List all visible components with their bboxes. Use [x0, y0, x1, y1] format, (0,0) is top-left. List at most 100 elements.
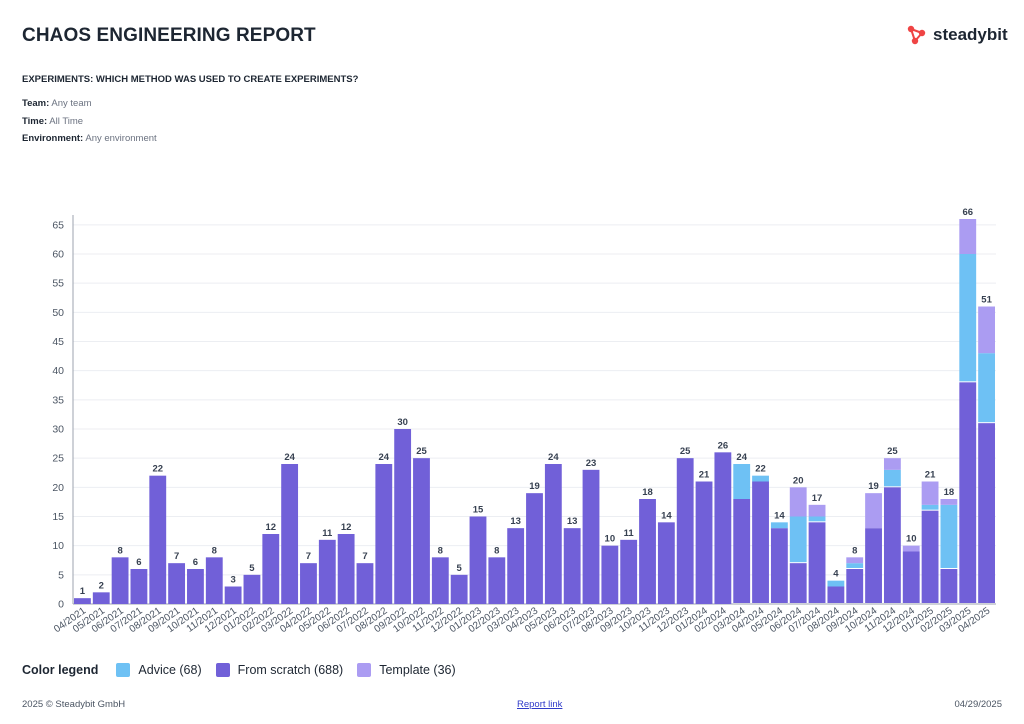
y-tick-label: 15	[52, 511, 64, 523]
bar-total-label: 2	[99, 580, 104, 591]
bar-scratch	[789, 563, 807, 603]
bar-advice	[883, 469, 901, 487]
bar-scratch	[714, 452, 732, 604]
bar-scratch	[413, 458, 430, 604]
bar-total-label: 8	[212, 545, 217, 556]
bar-total-label: 21	[925, 470, 936, 481]
bar-total-label: 26	[718, 440, 729, 451]
legend-swatch-from-scratch	[215, 663, 230, 677]
filter-environment-value: Any environment	[85, 133, 157, 144]
bar-scratch	[356, 563, 374, 604]
bar-template	[959, 219, 977, 254]
bar-scratch	[921, 510, 939, 603]
y-tick-label: 5	[58, 569, 64, 581]
bar-scratch	[281, 464, 299, 604]
filter-team: Team: Any team	[22, 98, 92, 109]
bar-total-label: 24	[379, 452, 390, 463]
bar-total-label: 25	[416, 446, 427, 457]
bar-template	[940, 499, 958, 505]
legend-item-from-scratch: From scratch (688)	[215, 663, 344, 677]
bar-scratch	[978, 423, 995, 603]
bar-total-label: 19	[868, 481, 879, 492]
bar-scratch	[770, 528, 788, 603]
bar-scratch	[168, 563, 186, 604]
bar-advice	[808, 516, 826, 522]
bar-total-label: 6	[193, 557, 198, 568]
bar-advice	[940, 504, 958, 568]
y-tick-label: 60	[52, 249, 64, 261]
footer-date: 04/29/2025	[954, 699, 1002, 710]
bar-advice	[789, 516, 807, 563]
report-title: CHAOS ENGINEERING REPORT	[22, 25, 316, 46]
bar-total-label: 25	[887, 446, 898, 457]
footer-copyright: 2025 © Steadybit GmbH	[22, 699, 126, 710]
y-tick-label: 0	[58, 599, 64, 611]
bar-scratch	[733, 499, 751, 603]
filter-team-value: Any team	[51, 98, 92, 109]
bar-scratch	[111, 557, 129, 604]
bar-template	[978, 306, 995, 354]
bar-total-label: 11	[624, 528, 635, 539]
bar-total-label: 14	[661, 510, 672, 521]
bar-total-label: 18	[944, 487, 955, 498]
bar-advice	[959, 254, 977, 382]
bar-template	[883, 458, 901, 470]
bar-scratch	[375, 464, 393, 604]
legend-item-advice: Advice (68)	[116, 663, 202, 677]
bar-total-label: 7	[306, 551, 311, 562]
bar-total-label: 24	[284, 452, 295, 463]
chart-subtitle: EXPERIMENTS: WHICH METHOD WAS USED TO CR…	[22, 74, 359, 85]
bar-total-label: 15	[473, 505, 484, 516]
legend-swatch-template	[357, 663, 372, 677]
bar-scratch	[582, 469, 600, 604]
bar-advice	[978, 353, 995, 423]
filter-time-value: All Time	[49, 116, 84, 127]
bar-scratch	[601, 545, 619, 604]
steadybit-logo-icon	[907, 25, 926, 45]
bar-scratch	[639, 499, 656, 604]
filter-environment-label: Environment:	[22, 133, 84, 144]
bar-total-label: 22	[755, 464, 766, 475]
bar-scratch	[544, 464, 562, 604]
bar-scratch	[74, 598, 91, 604]
bar-total-label: 30	[397, 417, 408, 428]
bar-advice	[827, 580, 845, 587]
bar-scratch	[846, 569, 864, 603]
bar-advice	[770, 522, 788, 529]
bar-total-label: 8	[494, 545, 499, 556]
report-link[interactable]: Report link	[517, 699, 563, 710]
bar-total-label: 11	[322, 528, 333, 539]
bar-scratch	[92, 592, 110, 604]
bar-total-label: 19	[529, 481, 540, 492]
bar-scratch	[262, 534, 280, 604]
bar-total-label: 21	[699, 470, 710, 481]
y-tick-label: 50	[52, 307, 64, 319]
bar-scratch	[657, 522, 675, 604]
bar-scratch	[620, 539, 638, 604]
legend-label-template: Template (36)	[379, 663, 456, 677]
bar-scratch	[940, 569, 958, 603]
legend-label-from-scratch: From scratch (688)	[237, 663, 344, 677]
bar-scratch	[676, 458, 694, 604]
bar-total-label: 17	[812, 493, 823, 504]
filter-time-label: Time:	[22, 116, 48, 127]
bar-total-label: 13	[510, 516, 521, 527]
bar-total-label: 3	[230, 575, 235, 586]
filter-environment: Environment: Any environment	[22, 133, 157, 144]
bar-total-label: 20	[793, 475, 804, 486]
y-tick-label: 30	[52, 424, 64, 436]
bar-total-label: 12	[341, 522, 352, 533]
bar-total-label: 13	[567, 516, 578, 527]
bar-scratch	[149, 475, 167, 604]
bar-total-label: 8	[852, 545, 857, 556]
bar-template	[846, 557, 864, 564]
brand-name: steadybit	[933, 25, 1008, 44]
bar-template	[921, 481, 939, 505]
color-legend: Color legend Advice (68) From scratch (6…	[22, 663, 470, 677]
bar-scratch	[469, 516, 487, 604]
bar-scratch	[224, 586, 242, 604]
bar-template	[808, 504, 826, 517]
bar-scratch	[300, 563, 317, 604]
bar-total-label: 18	[642, 487, 653, 498]
bar-total-label: 25	[680, 446, 691, 457]
